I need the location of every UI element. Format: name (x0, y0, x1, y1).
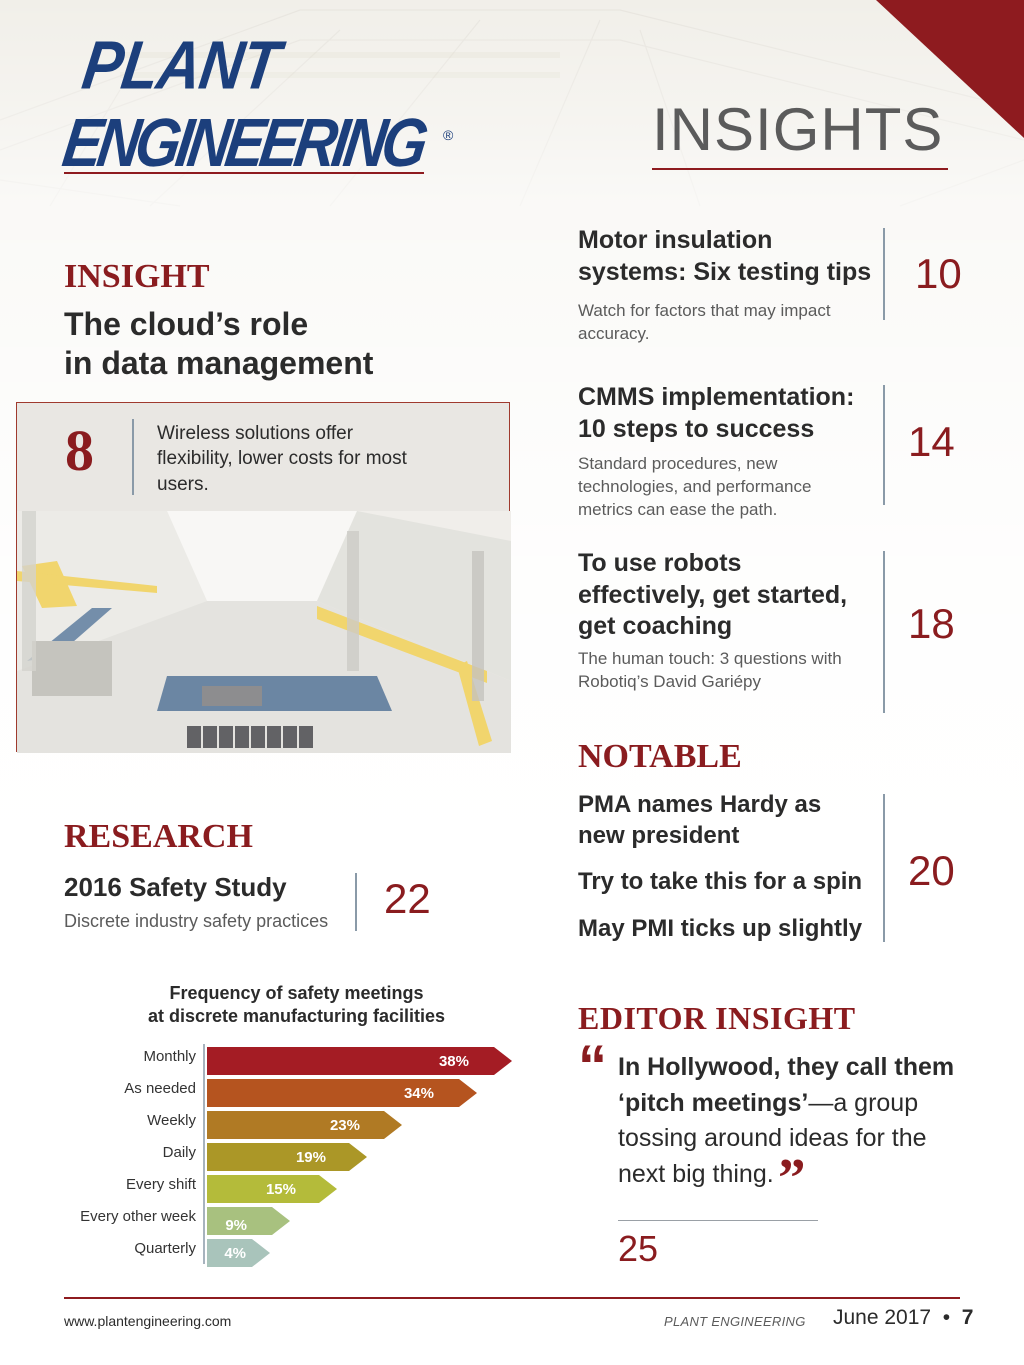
svg-text:Daily: Daily (163, 1144, 197, 1161)
svg-text:®: ® (443, 127, 454, 143)
svg-text:9%: 9% (225, 1217, 247, 1234)
svg-text:23%: 23% (330, 1117, 360, 1134)
svg-text:Every shift: Every shift (126, 1176, 197, 1193)
svg-text:34%: 34% (404, 1085, 434, 1102)
svg-text:PLANT: PLANT (78, 26, 290, 103)
svg-text:4%: 4% (224, 1245, 246, 1262)
svg-text:As needed: As needed (124, 1080, 196, 1097)
svg-text:Monthly: Monthly (143, 1048, 196, 1065)
svg-text:Every other week: Every other week (80, 1208, 196, 1225)
svg-text:ENGINEERING: ENGINEERING (60, 104, 431, 181)
svg-text:19%: 19% (296, 1149, 326, 1166)
svg-text:15%: 15% (266, 1181, 296, 1198)
svg-text:38%: 38% (439, 1053, 469, 1070)
svg-text:Quarterly: Quarterly (134, 1240, 196, 1257)
svg-text:Weekly: Weekly (147, 1112, 196, 1129)
